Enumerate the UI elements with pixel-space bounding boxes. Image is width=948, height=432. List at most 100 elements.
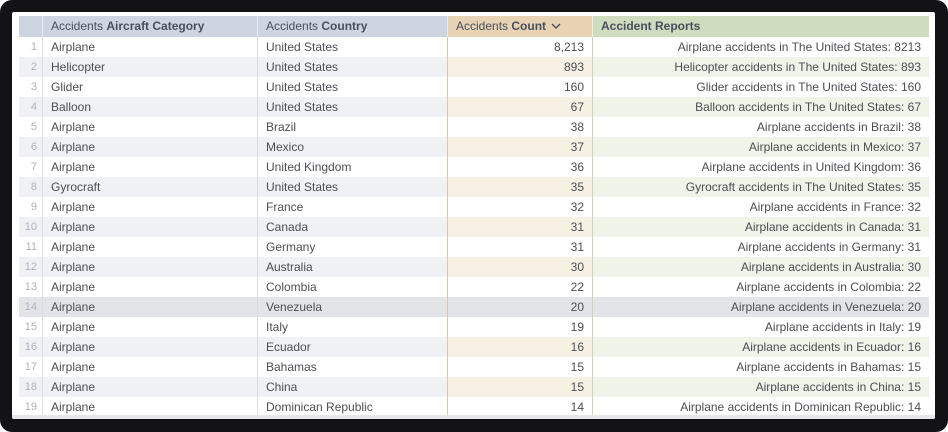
report-cell[interactable]: Airplane accidents in Italy: 19 <box>593 317 929 337</box>
country-cell[interactable]: Canada <box>258 217 448 237</box>
count-cell[interactable]: 31 <box>448 237 593 257</box>
sort-descending-icon[interactable] <box>551 16 561 36</box>
count-cell[interactable]: 893 <box>448 57 593 77</box>
aircraft-category-cell[interactable]: Airplane <box>43 337 258 357</box>
aircraft-category-cell[interactable]: Airplane <box>43 137 258 157</box>
aircraft-category-cell[interactable]: Airplane <box>43 377 258 397</box>
row-number-cell[interactable]: 1 <box>19 37 43 57</box>
count-cell[interactable]: 160 <box>448 77 593 97</box>
count-cell[interactable]: 31 <box>448 217 593 237</box>
row-number-cell[interactable]: 4 <box>19 97 43 117</box>
country-cell[interactable]: United States <box>258 57 448 77</box>
country-cell[interactable]: Bahamas <box>258 357 448 377</box>
count-cell[interactable]: 16 <box>448 337 593 357</box>
aircraft-category-cell[interactable]: Helicopter <box>43 57 258 77</box>
count-cell[interactable]: 20 <box>448 297 593 317</box>
aircraft-category-cell[interactable]: Airplane <box>43 157 258 177</box>
count-cell[interactable]: 35 <box>448 177 593 197</box>
report-cell[interactable]: Airplane accidents in Colombia: 22 <box>593 277 929 297</box>
count-cell[interactable]: 67 <box>448 97 593 117</box>
report-cell[interactable]: Airplane accidents in Germany: 31 <box>593 237 929 257</box>
aircraft-category-cell[interactable]: Airplane <box>43 357 258 377</box>
count-cell[interactable]: 19 <box>448 317 593 337</box>
row-number-cell[interactable]: 7 <box>19 157 43 177</box>
row-number-cell[interactable]: 16 <box>19 337 43 357</box>
column-header-country[interactable]: Accidents Country <box>258 16 448 37</box>
aircraft-category-cell[interactable]: Airplane <box>43 117 258 137</box>
row-number-cell[interactable]: 19 <box>19 397 43 417</box>
count-cell[interactable]: 32 <box>448 197 593 217</box>
row-number-cell[interactable]: 14 <box>19 297 43 317</box>
row-number-cell[interactable]: 10 <box>19 217 43 237</box>
row-number-cell[interactable]: 2 <box>19 57 43 77</box>
country-cell[interactable]: United States <box>258 177 448 197</box>
country-cell[interactable]: Brazil <box>258 117 448 137</box>
country-cell[interactable]: Dominican Republic <box>258 397 448 417</box>
country-cell[interactable]: United States <box>258 37 448 57</box>
aircraft-category-cell[interactable]: Airplane <box>43 37 258 57</box>
report-cell[interactable]: Airplane accidents in Brazil: 38 <box>593 117 929 137</box>
aircraft-category-cell[interactable]: Balloon <box>43 97 258 117</box>
country-cell[interactable]: China <box>258 377 448 397</box>
report-cell[interactable]: Airplane accidents in Bahamas: 15 <box>593 357 929 377</box>
aircraft-category-cell[interactable]: Airplane <box>43 257 258 277</box>
aircraft-category-cell[interactable]: Airplane <box>43 237 258 257</box>
column-header-aircraft-category[interactable]: Accidents Aircraft Category <box>43 16 258 37</box>
row-number-cell[interactable]: 12 <box>19 257 43 277</box>
count-cell[interactable]: 37 <box>448 137 593 157</box>
column-header-count[interactable]: Accidents Count <box>448 16 593 37</box>
row-number-header[interactable] <box>19 16 43 37</box>
row-number-cell[interactable]: 3 <box>19 77 43 97</box>
report-cell[interactable]: Airplane accidents in Venezuela: 20 <box>593 297 929 317</box>
report-cell[interactable]: Balloon accidents in The United States: … <box>593 97 929 117</box>
report-cell[interactable]: Glider accidents in The United States: 1… <box>593 77 929 97</box>
country-cell[interactable]: Australia <box>258 257 448 277</box>
country-cell[interactable]: United Kingdom <box>258 157 448 177</box>
report-cell[interactable]: Airplane accidents in France: 32 <box>593 197 929 217</box>
count-cell[interactable]: 38 <box>448 117 593 137</box>
count-cell[interactable]: 14 <box>448 397 593 417</box>
report-cell[interactable]: Airplane accidents in Ecuador: 16 <box>593 337 929 357</box>
column-header-accident-reports[interactable]: Accident Reports <box>593 16 929 37</box>
row-number-cell[interactable]: 15 <box>19 317 43 337</box>
count-cell[interactable]: 15 <box>448 357 593 377</box>
horizontal-scrollbar[interactable] <box>12 415 935 419</box>
country-cell[interactable]: Italy <box>258 317 448 337</box>
row-number-cell[interactable]: 18 <box>19 377 43 397</box>
aircraft-category-cell[interactable]: Airplane <box>43 297 258 317</box>
count-cell[interactable]: 36 <box>448 157 593 177</box>
report-cell[interactable]: Airplane accidents in United Kingdom: 36 <box>593 157 929 177</box>
report-cell[interactable]: Airplane accidents in Dominican Republic… <box>593 397 929 417</box>
aircraft-category-cell[interactable]: Airplane <box>43 217 258 237</box>
report-cell[interactable]: Airplane accidents in Mexico: 37 <box>593 137 929 157</box>
count-cell[interactable]: 30 <box>448 257 593 277</box>
aircraft-category-cell[interactable]: Airplane <box>43 397 258 417</box>
report-cell[interactable]: Gyrocraft accidents in The United States… <box>593 177 929 197</box>
row-number-cell[interactable]: 5 <box>19 117 43 137</box>
row-number-cell[interactable]: 6 <box>19 137 43 157</box>
country-cell[interactable]: Mexico <box>258 137 448 157</box>
country-cell[interactable]: Venezuela <box>258 297 448 317</box>
row-number-cell[interactable]: 11 <box>19 237 43 257</box>
aircraft-category-cell[interactable]: Airplane <box>43 197 258 217</box>
report-cell[interactable]: Airplane accidents in China: 15 <box>593 377 929 397</box>
country-cell[interactable]: France <box>258 197 448 217</box>
row-number-cell[interactable]: 13 <box>19 277 43 297</box>
report-cell[interactable]: Airplane accidents in Australia: 30 <box>593 257 929 277</box>
count-cell[interactable]: 8,213 <box>448 37 593 57</box>
country-cell[interactable]: Ecuador <box>258 337 448 357</box>
country-cell[interactable]: United States <box>258 77 448 97</box>
aircraft-category-cell[interactable]: Gyrocraft <box>43 177 258 197</box>
aircraft-category-cell[interactable]: Airplane <box>43 317 258 337</box>
report-cell[interactable]: Helicopter accidents in The United State… <box>593 57 929 77</box>
country-cell[interactable]: Germany <box>258 237 448 257</box>
aircraft-category-cell[interactable]: Airplane <box>43 277 258 297</box>
count-cell[interactable]: 22 <box>448 277 593 297</box>
country-cell[interactable]: Colombia <box>258 277 448 297</box>
aircraft-category-cell[interactable]: Glider <box>43 77 258 97</box>
row-number-cell[interactable]: 17 <box>19 357 43 377</box>
report-cell[interactable]: Airplane accidents in The United States:… <box>593 37 929 57</box>
count-cell[interactable]: 15 <box>448 377 593 397</box>
report-cell[interactable]: Airplane accidents in Canada: 31 <box>593 217 929 237</box>
row-number-cell[interactable]: 8 <box>19 177 43 197</box>
